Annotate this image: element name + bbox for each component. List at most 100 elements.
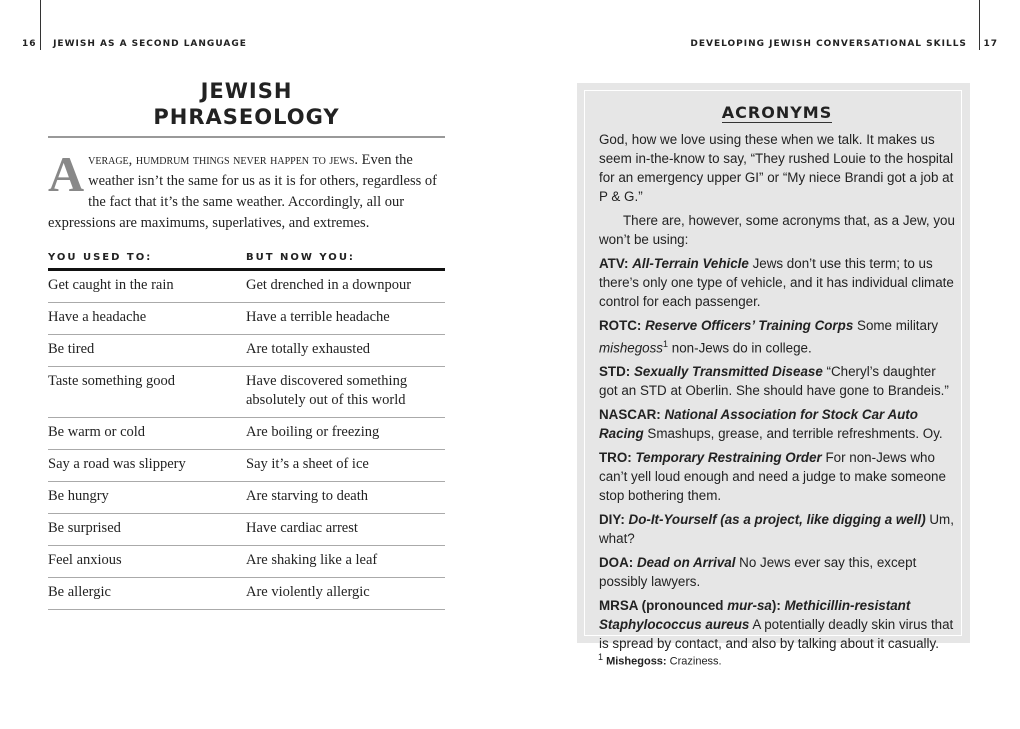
- expansion: Sexually Transmitted Disease: [633, 364, 823, 380]
- sidebar-title: ACRONYMS: [599, 103, 955, 123]
- entry-expansion: Reserve Officers’ Training Corps: [645, 318, 853, 333]
- table-row: Taste something good Have discovered some…: [48, 366, 445, 418]
- expansion: Do-It-Yourself (as a project, like diggi…: [628, 512, 926, 528]
- table-cell: Get caught in the rain: [48, 269, 246, 303]
- term: TRO:: [599, 450, 632, 466]
- drop-cap: A: [48, 146, 85, 202]
- table-cell: Have a headache: [48, 302, 246, 335]
- table-cell: Have cardiac arrest: [246, 513, 445, 546]
- table-cell: Get drenched in a downpour: [246, 269, 445, 303]
- table-cell: Be allergic: [48, 577, 246, 610]
- table-cell: Are totally exhausted: [246, 334, 445, 367]
- table-row: Be surprised Have cardiac arrest: [48, 513, 445, 546]
- table-cell: Are starving to death: [246, 481, 445, 514]
- term: DOA:: [599, 555, 634, 571]
- footnote-term: Mishegoss:: [606, 655, 667, 668]
- page-number: 17: [983, 39, 998, 49]
- entry-text: A potentially deadly skin virus that is …: [599, 617, 954, 652]
- table-cell: Have a terrible headache: [246, 302, 445, 335]
- expansion: Temporary Restraining Order: [635, 450, 822, 466]
- expansion: Dead on Arrival: [636, 555, 736, 571]
- note-word: mishegoss: [599, 340, 664, 356]
- entry-text: Smashups, grease, and terrible refreshme…: [647, 426, 943, 442]
- term: ATV:: [599, 256, 629, 271]
- expansion: Reserve Officers’ Training Corps: [645, 318, 854, 333]
- expansion: National Association for Stock Car Auto …: [599, 407, 918, 442]
- table-cell: Feel anxious: [48, 545, 246, 578]
- running-head: DEVELOPING JEWISH CONVERSATIONAL SKILLS: [690, 39, 967, 49]
- entry-expansion: Methicillin-resistant Staphylococcus aur…: [599, 598, 910, 632]
- table-row: Be hungry Are starving to death: [48, 481, 445, 514]
- footnote-marker: 1: [598, 652, 604, 662]
- table-row: Say a road was slippery Say it’s a sheet …: [48, 449, 445, 482]
- entry-term: STD:: [599, 364, 630, 379]
- page-number: 16: [22, 39, 37, 49]
- table-cell: Say a road was slippery: [48, 449, 246, 482]
- entry-term: ROTC:: [599, 318, 641, 333]
- table-cell: Are shaking like a leaf: [246, 545, 445, 578]
- entry: NASCAR: National Association for Stock C…: [599, 405, 955, 443]
- header-row: YOU USED TO: BUT NOW YOU:: [48, 252, 445, 271]
- entry-expansion: Temporary Restraining Order: [635, 450, 821, 465]
- entry-text: Jews don’t use this term; to us there’s …: [599, 256, 954, 309]
- term: DIY:: [599, 512, 625, 528]
- entry-expansion: Do-It-Yourself (as a project, like diggi…: [629, 512, 926, 527]
- entry: MRSA (pronounced mur-sa): Methicillin-re…: [599, 596, 955, 653]
- note-marker: 1: [663, 339, 669, 349]
- entry-expansion: National Association for Stock Car Auto …: [599, 407, 918, 441]
- table-cell: Be warm or cold: [48, 417, 246, 450]
- table-cell: Are violently allergic: [246, 577, 445, 610]
- entry-term: DOA:: [599, 555, 633, 570]
- table-cell: Taste something good: [48, 366, 246, 418]
- entry: STD: Sexually Transmitted Disease “Chery…: [599, 362, 955, 400]
- title: JEWISH PHRASEOLOGY: [153, 79, 340, 129]
- footnote: 1 Mishegoss: Craziness.: [598, 652, 722, 668]
- table-cell: Be surprised: [48, 513, 246, 546]
- intro-lead: verage, humdrum things never happen to j…: [88, 152, 359, 168]
- table-cell: Be hungry: [48, 481, 246, 514]
- entry: TRO: Temporary Restraining Order For non…: [599, 448, 955, 505]
- table-row: Be warm or cold Are boiling or freezing: [48, 417, 445, 450]
- paragraph: There are, however, some acronyms that, …: [599, 213, 955, 247]
- entries: ATV: All-Terrain Vehicle Jews don’t use …: [599, 254, 955, 653]
- page-edge: [979, 0, 980, 50]
- title-rule: [48, 136, 445, 138]
- entry: DIY: Do-It-Yourself (as a project, like …: [599, 510, 955, 548]
- table-row: Get caught in the rain Get drenched in a …: [48, 269, 445, 303]
- term-italic: mur-sa: [727, 598, 772, 614]
- term: NASCAR:: [599, 407, 661, 423]
- entry: DOA: Dead on Arrival No Jews ever say th…: [599, 553, 955, 591]
- phrase-table: YOU USED TO: BUT NOW YOU: Get caught in th…: [48, 252, 445, 610]
- table-row: Be allergic Are violently allergic: [48, 577, 445, 610]
- table-cell: Have discovered something absolutely out…: [246, 366, 445, 418]
- entry-text: “Cheryl’s daughter got an STD at Oberlin…: [599, 364, 949, 399]
- entry-term: MRSA (pronounced mur-sa):: [599, 598, 781, 613]
- entry-expansion: All-Terrain Vehicle: [632, 256, 749, 271]
- entry-text: For non-Jews who can’t yell loud enough …: [599, 450, 946, 504]
- header-left: 16 JEWISH AS A SECOND LANGUAGE: [22, 39, 247, 49]
- term-after: ):: [771, 598, 781, 614]
- entry-text: Um, what?: [599, 512, 954, 547]
- term: STD:: [599, 364, 631, 380]
- entry: ATV: All-Terrain Vehicle Jews don’t use …: [599, 254, 955, 311]
- expansion: Methicillin-resistant Staphylococcus aur…: [599, 598, 911, 633]
- table-row: Feel anxious Are shaking like a leaf: [48, 545, 445, 578]
- sidebar: ACRONYMS God, how we love using these wh…: [577, 83, 970, 651]
- footnote-text: Craziness.: [669, 655, 722, 668]
- entry-expansion: Sexually Transmitted Disease: [634, 364, 823, 379]
- entry-text: No Jews ever say this, except possibly l…: [599, 555, 917, 590]
- sidebar-inner: ACRONYMS God, how we love using these wh…: [584, 90, 962, 651]
- table-cell: Be tired: [48, 334, 246, 367]
- entry-term: DIY:: [599, 512, 625, 527]
- entry-expansion: Dead on Arrival: [637, 555, 735, 570]
- intro-text: Even the weather isn’t the same for us a…: [48, 152, 437, 231]
- entry-text: Some military: [857, 318, 939, 333]
- entry-text-after: non-Jews do in college.: [671, 340, 812, 356]
- term: ROTC:: [599, 318, 642, 333]
- table-row: Have a headache Have a terrible headache: [48, 302, 445, 335]
- table-cell: Are boiling or freezing: [246, 417, 445, 450]
- column-header: YOU USED TO:: [48, 252, 246, 271]
- page-edge: [40, 0, 41, 50]
- table-row: Be tired Are totally exhausted: [48, 334, 445, 367]
